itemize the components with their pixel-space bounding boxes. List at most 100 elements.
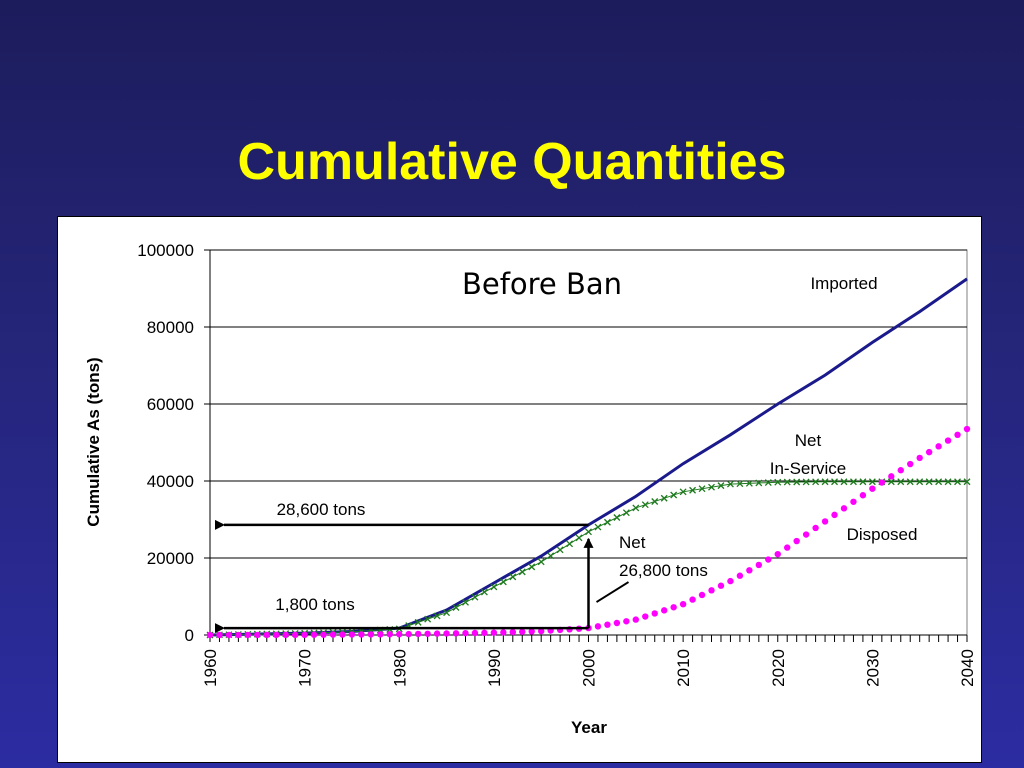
point-marker-disposed <box>878 479 886 486</box>
label-disposed: Disposed <box>847 525 918 544</box>
point-marker-disposed <box>528 628 535 635</box>
point-marker-disposed <box>471 629 479 637</box>
point-marker-disposed <box>651 610 658 617</box>
point-marker-net-in-service <box>679 488 687 496</box>
point-marker-net-in-service <box>812 478 820 486</box>
x-tick-label: 1960 <box>201 649 220 687</box>
y-tick-label: 80000 <box>147 318 194 337</box>
y-tick-label: 60000 <box>147 395 194 414</box>
point-marker-net-in-service <box>887 478 895 486</box>
leader-line-26800 <box>595 581 630 603</box>
point-marker-disposed <box>642 613 649 620</box>
point-marker-disposed <box>244 631 252 639</box>
point-marker-disposed <box>916 454 923 462</box>
point-marker-net-in-service <box>528 563 536 571</box>
point-marker-net-in-service <box>783 478 791 486</box>
point-marker-disposed <box>859 492 867 499</box>
point-marker-net-in-service <box>480 588 488 596</box>
point-marker-net-in-service <box>944 478 952 486</box>
point-marker-disposed <box>310 631 318 638</box>
annotations <box>215 519 630 634</box>
x-tick-label: 1980 <box>390 649 409 687</box>
point-marker-disposed <box>509 628 516 636</box>
point-marker-net-in-service <box>821 478 829 486</box>
point-marker-net-in-service <box>954 478 961 486</box>
x-tick-label: 2040 <box>958 649 977 687</box>
point-marker-disposed <box>386 631 393 638</box>
point-marker-disposed <box>320 631 327 638</box>
point-marker-disposed <box>414 630 422 638</box>
point-marker-net-in-service <box>736 480 744 488</box>
point-marker-net-in-service <box>849 478 857 486</box>
point-marker-disposed <box>954 431 961 438</box>
point-marker-disposed <box>462 629 469 637</box>
point-marker-disposed <box>689 596 696 603</box>
point-marker-net-in-service <box>452 604 460 611</box>
point-marker-net-in-service <box>547 552 555 560</box>
point-marker-disposed <box>254 631 261 639</box>
y-tick-label: 100000 <box>137 241 194 260</box>
point-marker-disposed <box>348 631 356 638</box>
x-tick-label: 1990 <box>485 649 504 687</box>
point-marker-disposed <box>897 467 904 474</box>
label-in-service: In-Service <box>770 459 847 478</box>
point-marker-net-in-service <box>509 573 517 581</box>
point-marker-net-in-service <box>622 509 630 517</box>
point-marker-disposed <box>282 631 289 639</box>
axes: 0 20000 40000 60000 80000 100000 1960 1970 1980 1… <box>137 241 977 687</box>
point-marker-disposed <box>717 582 725 589</box>
point-marker-net-in-service <box>925 478 933 486</box>
point-marker-disposed <box>216 631 223 639</box>
point-marker-disposed <box>377 631 384 638</box>
y-tick-label: 20000 <box>147 549 194 568</box>
point-marker-net-in-service <box>471 593 479 601</box>
label-net-1: Net <box>795 431 822 450</box>
point-marker-disposed <box>519 628 526 635</box>
point-marker-disposed <box>632 616 640 623</box>
point-marker-disposed <box>746 567 753 574</box>
point-marker-disposed <box>433 630 441 637</box>
x-axis-title: Year <box>571 718 607 737</box>
point-marker-net-in-service <box>793 478 801 486</box>
point-marker-net-in-service <box>414 618 422 626</box>
point-marker-disposed <box>944 437 952 444</box>
label-1800-tons: 1,800 tons <box>275 595 354 614</box>
point-marker-net-in-service <box>764 479 772 486</box>
point-marker-net-in-service <box>566 540 574 548</box>
point-marker-disposed <box>802 531 810 538</box>
series-line-net-in-service <box>209 481 967 636</box>
point-marker-disposed <box>291 631 299 639</box>
point-marker-disposed <box>821 518 829 525</box>
point-marker-net-in-service <box>537 558 545 566</box>
x-tick-label: 2010 <box>674 649 693 687</box>
point-marker-net-in-service <box>499 578 507 586</box>
point-marker-net-in-service <box>906 478 914 486</box>
point-marker-net-in-service <box>745 479 753 487</box>
point-marker-disposed <box>736 572 744 579</box>
point-marker-net-in-service <box>935 478 943 486</box>
point-marker-net-in-service <box>698 485 706 493</box>
point-marker-disposed <box>755 561 763 569</box>
chart-panel: 0 20000 40000 60000 80000 100000 1960 1970 1980 1… <box>57 216 982 763</box>
x-tick-label: 2020 <box>769 649 788 687</box>
point-marker-net-in-service <box>462 598 469 606</box>
point-marker-net-in-service <box>831 478 838 486</box>
point-marker-disposed <box>500 629 507 636</box>
point-marker-disposed <box>935 443 942 450</box>
point-marker-disposed <box>537 627 545 635</box>
point-marker-net-in-service <box>603 518 611 526</box>
point-marker-disposed <box>888 473 895 480</box>
point-marker-disposed <box>793 537 800 545</box>
y-tick-label: 0 <box>185 626 194 645</box>
point-marker-disposed <box>784 544 791 551</box>
point-marker-net-in-service <box>556 546 564 554</box>
point-marker-disposed <box>831 511 838 519</box>
point-marker-disposed <box>405 630 412 638</box>
point-marker-net-in-service <box>726 480 734 488</box>
point-marker-disposed <box>424 630 431 637</box>
point-marker-net-in-service <box>717 482 725 490</box>
x-tick-label: 2000 <box>580 649 599 687</box>
y-axis-title: Cumulative As (tons) <box>84 357 103 526</box>
point-marker-net-in-service <box>518 568 526 576</box>
point-marker-disposed <box>225 631 233 639</box>
